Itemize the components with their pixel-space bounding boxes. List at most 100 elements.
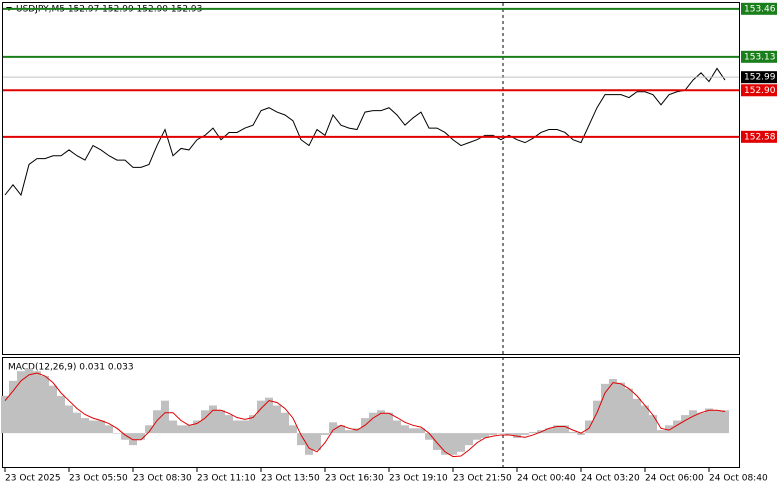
- macd-bar: [721, 410, 729, 434]
- price-line: [4, 67, 726, 197]
- macd-bar: [273, 405, 281, 434]
- macd-title: MACD(12,26,9) 0.031 0.033: [8, 363, 134, 373]
- macd-bar: [497, 433, 505, 434]
- macd-bar: [145, 425, 153, 434]
- macd-bar: [121, 433, 129, 440]
- macd-bar: [513, 433, 521, 438]
- level-label-box: [741, 84, 777, 97]
- macd-bar: [521, 433, 529, 435]
- macd-bar: [641, 405, 649, 434]
- macd-bar: [505, 433, 513, 435]
- level-label: 153.46: [744, 4, 776, 14]
- macd-bar: [393, 420, 401, 434]
- signal-line: [4, 372, 726, 458]
- macd-bar: [241, 420, 249, 434]
- macd-bar: [33, 371, 41, 434]
- macd-bar: [209, 405, 217, 434]
- macd-bar: [193, 420, 201, 434]
- macd-bar: [489, 433, 497, 435]
- macd-bar: [257, 400, 265, 434]
- macd-bar: [553, 425, 561, 434]
- macd-bar: [601, 383, 609, 434]
- x-tick-label: 23 Oct 08:30: [133, 474, 192, 484]
- macd-bar: [593, 400, 601, 434]
- macd-bar: [81, 418, 89, 434]
- macd-bar: [569, 431, 577, 434]
- macd-bar: [585, 420, 593, 434]
- macd-bar: [113, 433, 121, 434]
- macd-bar: [97, 420, 105, 434]
- macd-bar: [577, 433, 585, 435]
- macd-bar: [249, 415, 257, 434]
- macd-bar: [673, 420, 681, 434]
- macd-bar: [201, 410, 209, 434]
- macd-bar: [185, 425, 193, 434]
- macd-bar: [89, 420, 97, 434]
- macd-bar: [65, 405, 73, 434]
- macd-bar: [625, 388, 633, 434]
- macd-bar: [9, 380, 17, 434]
- macd-bar: [457, 433, 465, 452]
- macd-bar: [369, 412, 377, 434]
- macd-bar: [417, 428, 425, 434]
- macd-bar: [617, 382, 625, 434]
- macd-bar: [281, 412, 289, 434]
- macd-bar: [697, 412, 705, 434]
- last-price-box: [741, 71, 777, 84]
- macd-bar: [681, 415, 689, 434]
- x-tick-label: 23 Oct 21:50: [453, 474, 512, 484]
- level-label-box: [741, 2, 777, 15]
- macd-bar: [313, 433, 321, 450]
- macd-bar: [177, 425, 185, 434]
- level-label: 152.58: [744, 132, 776, 142]
- macd-bar: [297, 433, 305, 446]
- macd-bar: [529, 431, 537, 434]
- level-label: 152.90: [744, 86, 776, 96]
- macd-bar: [449, 433, 457, 455]
- macd-bar: [441, 433, 449, 455]
- macd-bar: [337, 425, 345, 434]
- last-price-label: 152.99: [744, 73, 776, 83]
- macd-bar: [473, 433, 481, 440]
- macd-bar: [433, 433, 441, 450]
- macd-bar: [57, 395, 65, 434]
- level-label: 153.13: [744, 52, 776, 62]
- macd-bar: [17, 371, 25, 434]
- macd-bar: [233, 420, 241, 434]
- macd-bar: [25, 368, 33, 434]
- macd-bar: [377, 410, 385, 434]
- macd-bar: [217, 410, 225, 434]
- macd-bar: [425, 433, 433, 440]
- x-tick-label: 23 Oct 13:50: [261, 474, 320, 484]
- macd-bar: [689, 410, 697, 434]
- macd-bar: [41, 376, 49, 434]
- macd-bar: [385, 412, 393, 434]
- macd-bar: [129, 433, 137, 446]
- macd-bar: [545, 428, 553, 434]
- macd-bar: [705, 408, 713, 434]
- macd-bar: [609, 379, 617, 434]
- macd-bar: [329, 422, 337, 434]
- x-tick-label: 23 Oct 19:10: [389, 474, 448, 484]
- macd-bar: [49, 385, 57, 434]
- macd-bar: [169, 420, 177, 434]
- x-tick-label: 24 Oct 03:20: [581, 474, 640, 484]
- x-tick-label: 23 Oct 16:30: [325, 474, 384, 484]
- x-tick-label: 24 Oct 08:40: [709, 474, 768, 484]
- macd-bar: [561, 425, 569, 434]
- macd-bar: [713, 410, 721, 434]
- macd-bar: [345, 430, 353, 434]
- macd-bar: [649, 415, 657, 434]
- macd-bar: [105, 425, 113, 434]
- macd-bar: [153, 410, 161, 434]
- x-tick-label: 24 Oct 00:40: [517, 474, 576, 484]
- x-tick-label: 24 Oct 06:00: [645, 474, 704, 484]
- macd-bar: [225, 415, 233, 434]
- x-tick-label: 23 Oct 11:10: [197, 474, 256, 484]
- macd-bar: [1, 395, 9, 434]
- macd-bar: [633, 398, 641, 434]
- macd-bar: [73, 412, 81, 434]
- level-label-box: [741, 50, 777, 63]
- macd-bar: [161, 400, 169, 434]
